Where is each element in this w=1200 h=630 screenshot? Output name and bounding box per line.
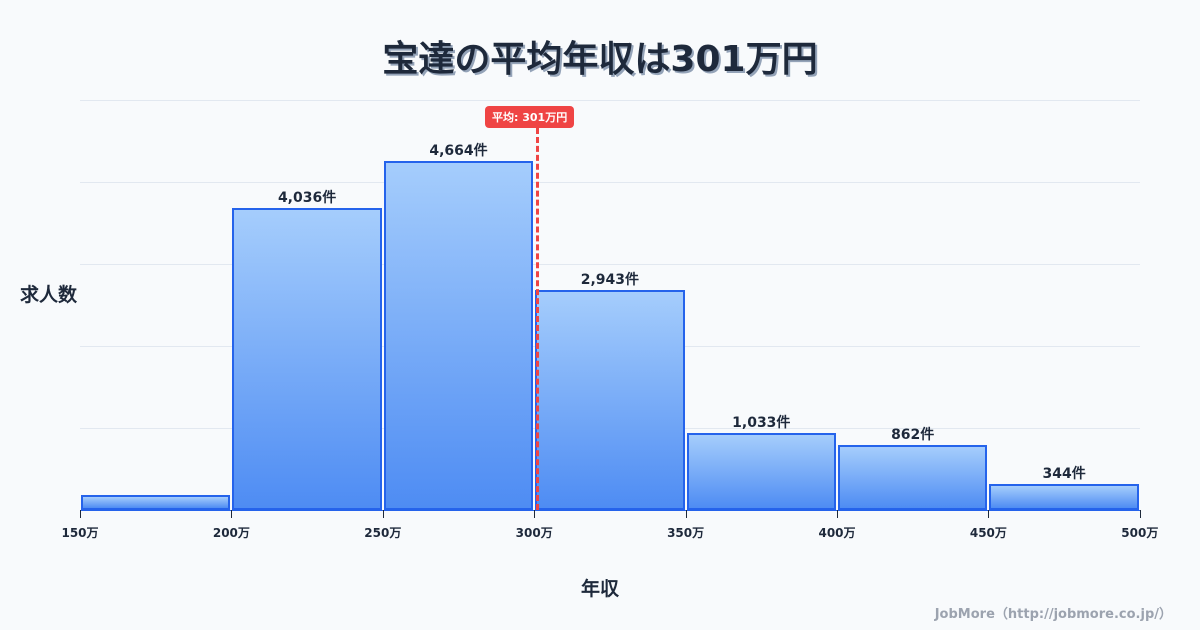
gridline — [80, 182, 1140, 183]
credit-text: JobMore（http://jobmore.co.jp/） — [934, 607, 1172, 622]
gridline — [80, 264, 1140, 265]
x-tick-label: 450万 — [969, 526, 1007, 540]
bar-value-label: 344件 — [1042, 466, 1086, 482]
histogram-bar — [81, 495, 231, 510]
bar-value-label: 4,664件 — [429, 143, 488, 159]
chart-title: 宝達の平均年収は301万円 — [382, 39, 818, 80]
gridline — [80, 100, 1140, 101]
bar-value-label: 1,033件 — [732, 415, 791, 431]
x-tick-label: 300万 — [515, 526, 553, 540]
x-tick — [837, 510, 838, 518]
bar-value-label: 2,943件 — [580, 272, 640, 288]
x-axis — [80, 510, 1140, 511]
x-tick — [534, 510, 536, 518]
bar-value-label: 862件 — [891, 427, 935, 443]
x-tick — [80, 510, 81, 518]
mean-badge: 平均: 301万円 — [485, 106, 575, 128]
histogram-bar — [535, 290, 685, 510]
x-tick — [1139, 510, 1141, 518]
bar-value-label: 4,036件 — [277, 190, 337, 206]
mean-line — [536, 128, 539, 510]
histogram-bar — [383, 161, 534, 510]
histogram-bar — [989, 484, 1139, 510]
histogram-bar — [838, 445, 988, 510]
x-tick — [231, 510, 233, 518]
x-tick-label: 500万 — [1121, 526, 1159, 540]
x-tick-label: 250万 — [364, 526, 402, 540]
x-tick — [685, 510, 687, 518]
x-tick-label: 400万 — [818, 526, 856, 540]
x-tick — [382, 510, 384, 518]
x-tick-label: 150万 — [61, 526, 99, 540]
x-axis-label: 年収 — [580, 578, 619, 600]
x-tick-label: 350万 — [667, 526, 705, 540]
x-tick-label: 200万 — [212, 526, 250, 540]
y-axis-label: 求人数 — [20, 284, 78, 306]
histogram-bar — [232, 208, 382, 510]
x-tick — [988, 510, 990, 518]
histogram-bar — [686, 433, 836, 510]
